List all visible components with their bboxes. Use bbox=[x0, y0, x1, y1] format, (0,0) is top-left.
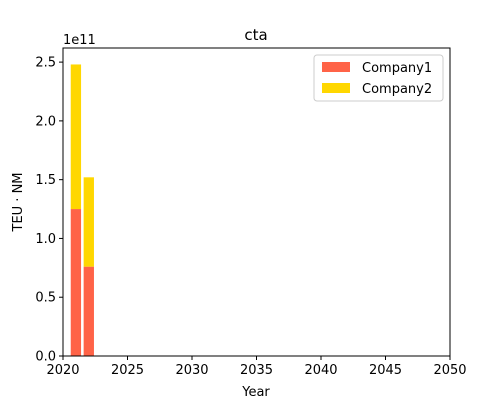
axes-group: 2020 2025 2030 2035 2040 2045 2050 0.0 0.5 1.0 1.5… bbox=[35, 47, 467, 378]
x-tick-label: 2035 bbox=[240, 363, 273, 378]
legend-swatch-company2 bbox=[322, 83, 350, 93]
legend-swatch-company1 bbox=[322, 62, 350, 72]
x-tick-label: 2050 bbox=[433, 363, 466, 378]
bar-company2-2022 bbox=[83, 177, 94, 267]
y-tick-label: 1.5 bbox=[35, 173, 56, 188]
x-tick-label: 2040 bbox=[304, 363, 337, 378]
bar-company1-2022 bbox=[83, 266, 94, 356]
bar-company2-2021 bbox=[70, 64, 82, 210]
y-tick-label: 0.5 bbox=[35, 291, 56, 306]
legend: Company1 Company2 bbox=[313, 54, 444, 102]
x-tick-label: 2030 bbox=[175, 363, 208, 378]
y-tick-label: 1.0 bbox=[35, 232, 56, 247]
bars-group bbox=[70, 64, 94, 356]
y-tick-label: 2.0 bbox=[35, 114, 56, 129]
legend-label-company1: Company1 bbox=[362, 61, 432, 76]
legend-label-company2: Company2 bbox=[362, 82, 432, 97]
x-axis-label: Year bbox=[241, 385, 270, 400]
y-tick-label: 2.5 bbox=[35, 56, 56, 71]
x-tick-label: 2025 bbox=[111, 363, 144, 378]
bar-company1-2021 bbox=[70, 209, 82, 356]
x-tick-label: 2020 bbox=[46, 363, 79, 378]
y-tick-label: 0.0 bbox=[35, 350, 56, 365]
y-offset-text: 1e11 bbox=[63, 33, 96, 48]
y-axis-label: TEU · NM bbox=[11, 172, 26, 232]
x-tick-label: 2045 bbox=[369, 363, 402, 378]
chart-title: cta bbox=[244, 26, 267, 44]
